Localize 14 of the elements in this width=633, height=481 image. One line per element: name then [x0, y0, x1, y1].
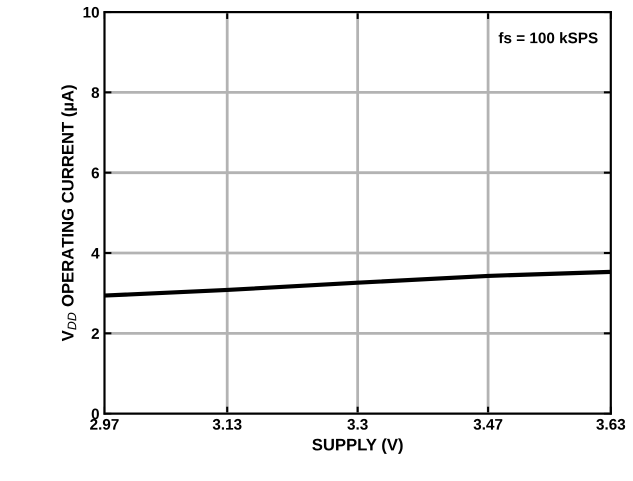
y-tick-label: 6 [92, 168, 100, 178]
y-tick-label: 2 [92, 328, 99, 339]
x-tick-label: 3.3 [347, 418, 368, 430]
y-tick-label: 10 [84, 6, 99, 18]
y-tick-label: 0 [92, 408, 99, 420]
y-tick-label: 4 [91, 248, 100, 259]
x-axis-title: SUPPLY (V) [312, 438, 403, 454]
x-tick-label: 3.13 [212, 418, 242, 430]
y-tick-label: 8 [92, 87, 100, 98]
x-tick-label: 3.47 [474, 418, 502, 430]
annotation: fs = 100 kSPS [498, 32, 598, 44]
x-tick-label: 3.63 [596, 418, 626, 430]
y-axis-title: V$_{DD}$ OPERATING CURRENT (µA) [61, 85, 77, 342]
x-tick-label: 2.97 [90, 418, 119, 430]
